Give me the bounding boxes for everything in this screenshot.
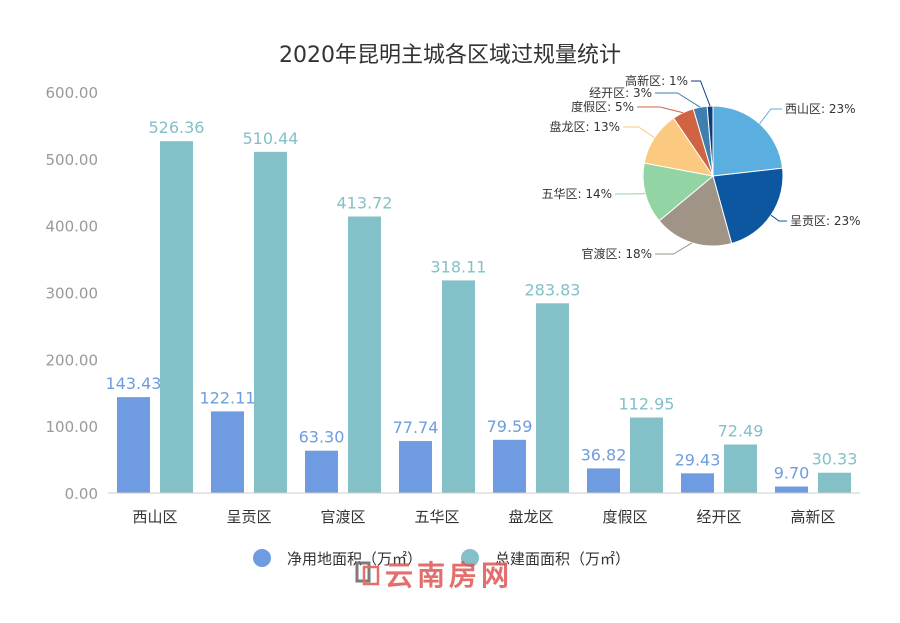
y-tick-label: 600.00 bbox=[46, 84, 99, 102]
pie-label: 经开区: 3% bbox=[589, 86, 652, 100]
pie-label: 盘龙区: 13% bbox=[549, 119, 620, 134]
y-tick-label: 0.00 bbox=[65, 485, 98, 503]
bar bbox=[399, 441, 432, 493]
pie-label: 度假区: 5% bbox=[571, 99, 634, 114]
data-label: 413.72 bbox=[337, 193, 393, 212]
pie-label: 呈贡区: 23% bbox=[790, 214, 861, 228]
pie-leader-line bbox=[637, 107, 683, 113]
bar bbox=[536, 303, 569, 493]
data-label: 143.43 bbox=[106, 374, 162, 393]
pie-slice bbox=[713, 106, 783, 176]
legend-label: 总建面面积（万㎡） bbox=[495, 550, 630, 568]
x-tick-label: 度假区 bbox=[602, 508, 647, 526]
data-label: 30.33 bbox=[812, 450, 858, 469]
y-tick-label: 400.00 bbox=[46, 218, 99, 236]
bar bbox=[254, 152, 287, 493]
bar bbox=[348, 216, 381, 493]
x-tick-label: 五华区 bbox=[414, 508, 459, 526]
pie-leader-line bbox=[771, 215, 787, 221]
pie-leader-line bbox=[655, 93, 700, 107]
x-tick-label: 盘龙区 bbox=[508, 508, 553, 526]
pie-label: 高新区: 1% bbox=[625, 73, 688, 88]
pie-label: 官渡区: 18% bbox=[581, 246, 652, 261]
data-label: 283.83 bbox=[525, 280, 581, 299]
pie-label: 五华区: 14% bbox=[541, 187, 612, 201]
data-label: 72.49 bbox=[718, 422, 764, 441]
data-label: 79.59 bbox=[487, 417, 533, 436]
bar bbox=[160, 141, 193, 493]
pie-leader-line bbox=[691, 81, 710, 106]
pie-leader-line bbox=[623, 127, 654, 138]
bar bbox=[493, 440, 526, 493]
data-label: 77.74 bbox=[393, 418, 439, 437]
x-tick-label: 呈贡区 bbox=[226, 508, 271, 526]
chart-title: 2020年昆明主城各区域过规量统计 bbox=[279, 43, 621, 68]
data-label: 36.82 bbox=[581, 445, 627, 464]
data-label: 29.43 bbox=[675, 450, 721, 469]
svg-text:云南房网: 云南房网 bbox=[385, 559, 513, 592]
data-label: 112.95 bbox=[619, 395, 675, 414]
x-tick-label: 西山区 bbox=[132, 508, 177, 526]
y-tick-label: 200.00 bbox=[46, 351, 99, 369]
data-label: 122.11 bbox=[200, 388, 256, 407]
bar bbox=[630, 418, 663, 493]
data-label: 510.44 bbox=[243, 129, 299, 148]
bar bbox=[724, 445, 757, 493]
bar bbox=[117, 397, 150, 493]
bar bbox=[442, 280, 475, 493]
bar bbox=[681, 473, 714, 493]
pie-leader-line bbox=[655, 243, 692, 254]
data-label: 63.30 bbox=[299, 428, 345, 447]
data-label: 318.11 bbox=[431, 257, 487, 276]
y-tick-label: 100.00 bbox=[46, 418, 99, 436]
x-tick-label: 官渡区 bbox=[320, 508, 365, 526]
pie-label: 西山区: 23% bbox=[785, 102, 856, 116]
pie-leader-line bbox=[760, 109, 782, 124]
y-tick-label: 500.00 bbox=[46, 151, 99, 169]
y-tick-label: 300.00 bbox=[46, 285, 99, 303]
bar bbox=[775, 487, 808, 493]
x-tick-label: 经开区 bbox=[696, 508, 741, 526]
bar bbox=[305, 451, 338, 493]
bar bbox=[211, 411, 244, 493]
data-label: 526.36 bbox=[149, 118, 205, 137]
data-label: 9.70 bbox=[774, 464, 810, 483]
x-tick-label: 高新区 bbox=[790, 508, 835, 526]
legend-marker bbox=[253, 549, 271, 567]
bar bbox=[818, 473, 851, 493]
bar bbox=[587, 468, 620, 493]
